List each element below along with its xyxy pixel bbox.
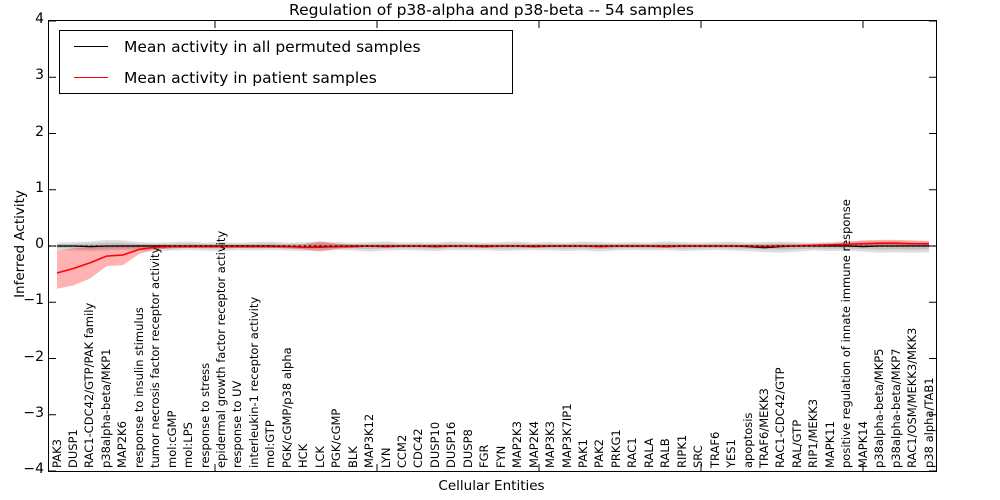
plot-area: PAK3 DUSP1 RAC1-CDC42/GTP/PAK family p38alp… bbox=[48, 20, 937, 472]
y-tick-label: −4 bbox=[23, 461, 44, 477]
y-tick-label: 0 bbox=[35, 236, 44, 252]
legend-row: Mean activity in all permuted samples bbox=[60, 31, 512, 62]
x-axis-label: Cellular Entities bbox=[438, 478, 545, 494]
y-tick-label: 4 bbox=[35, 11, 44, 27]
y-tick-label: −3 bbox=[23, 404, 44, 421]
y-tick-label: −2 bbox=[23, 348, 44, 365]
legend-row: Mean activity in patient samples bbox=[60, 62, 512, 93]
legend-label: Mean activity in patient samples bbox=[124, 68, 377, 87]
y-tick-label: 1 bbox=[35, 179, 44, 196]
y-tick-label: 2 bbox=[35, 123, 44, 140]
legend-label: Mean activity in all permuted samples bbox=[124, 37, 421, 56]
legend-line-sample bbox=[74, 46, 108, 47]
y-tick-label: −1 bbox=[23, 292, 44, 309]
chart-title: Regulation of p38-alpha and p38-beta -- … bbox=[289, 1, 694, 19]
chart-canvas bbox=[49, 21, 936, 471]
y-tick-label: 3 bbox=[35, 67, 44, 84]
legend-line-sample bbox=[74, 77, 108, 78]
legend-box: Mean activity in all permuted samples Mea… bbox=[59, 30, 513, 94]
